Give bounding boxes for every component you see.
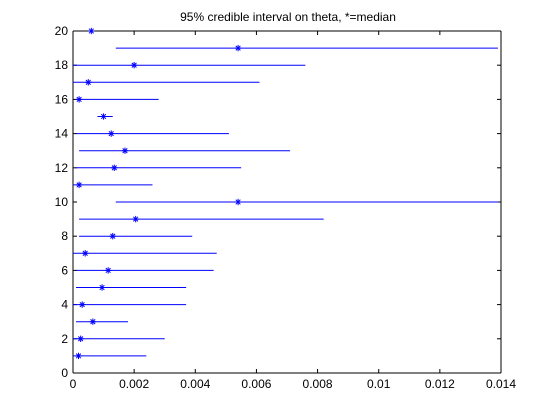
y-tick-label: 14 xyxy=(55,127,69,141)
median-marker xyxy=(109,232,116,240)
median-marker xyxy=(75,181,83,189)
median-marker xyxy=(111,164,118,172)
median-marker-stroke xyxy=(108,130,114,137)
median-marker-stroke xyxy=(235,45,241,51)
x-tick-label: 0.014 xyxy=(486,377,516,391)
y-tick-label: 12 xyxy=(55,161,69,175)
median-marker-stroke xyxy=(122,148,128,154)
y-tick-label: 0 xyxy=(61,366,68,380)
median-marker xyxy=(89,318,97,325)
median-marker xyxy=(130,61,138,69)
median-marker-stroke xyxy=(79,301,85,308)
x-tick-label: 0.002 xyxy=(119,377,149,391)
median-marker-stroke xyxy=(76,96,82,103)
median-marker-stroke xyxy=(235,199,241,205)
x-tick-label: 0.004 xyxy=(180,377,210,391)
median-marker-stroke xyxy=(105,267,111,274)
median-marker xyxy=(132,215,139,223)
median-marker xyxy=(108,130,115,137)
y-tick-label: 20 xyxy=(55,24,69,38)
median-marker xyxy=(85,79,92,86)
median-marker xyxy=(104,267,112,274)
x-tick-label: 0 xyxy=(70,377,77,391)
median-marker-stroke xyxy=(75,353,82,359)
median-marker xyxy=(121,147,129,154)
x-tick-label: 0.01 xyxy=(367,377,391,391)
median-marker xyxy=(100,113,107,120)
median-marker-stroke xyxy=(88,28,94,34)
median-marker xyxy=(98,284,106,291)
chart-title: 95% credible interval on theta, *=median xyxy=(180,10,396,24)
x-tick-label: 0.008 xyxy=(303,377,333,391)
median-marker-stroke xyxy=(100,113,107,120)
median-marker xyxy=(234,198,242,206)
median-marker-stroke xyxy=(99,284,105,291)
median-marker xyxy=(77,335,84,342)
median-marker-stroke xyxy=(90,319,96,325)
x-tick-label: 0.012 xyxy=(425,377,455,391)
median-marker-stroke xyxy=(133,216,139,222)
y-tick-label: 6 xyxy=(61,263,68,277)
median-marker xyxy=(75,96,83,103)
median-marker xyxy=(88,27,95,35)
y-tick-label: 10 xyxy=(55,195,69,209)
plot-area: 0 0.002 0.004 0.006 0.008 0.01 0.012 0.014 0 2 4 6 8… xyxy=(55,24,517,391)
y-tick-label: 2 xyxy=(61,332,68,346)
y-tick-label: 4 xyxy=(61,298,68,312)
median-marker xyxy=(78,301,86,308)
median-marker-stroke xyxy=(131,62,137,68)
x-tick-label: 0.006 xyxy=(241,377,271,391)
median-marker-stroke xyxy=(110,233,116,239)
y-tick-label: 16 xyxy=(55,92,69,106)
median-marker xyxy=(234,44,242,52)
median-marker-stroke xyxy=(82,250,88,256)
median-marker-stroke xyxy=(111,165,117,171)
y-tick-label: 18 xyxy=(55,58,69,72)
median-marker-stroke xyxy=(85,79,91,85)
median-marker xyxy=(82,250,89,257)
y-tick-label: 8 xyxy=(61,229,68,243)
median-marker xyxy=(75,352,82,360)
median-marker-stroke xyxy=(77,336,84,342)
median-marker-stroke xyxy=(76,182,82,188)
